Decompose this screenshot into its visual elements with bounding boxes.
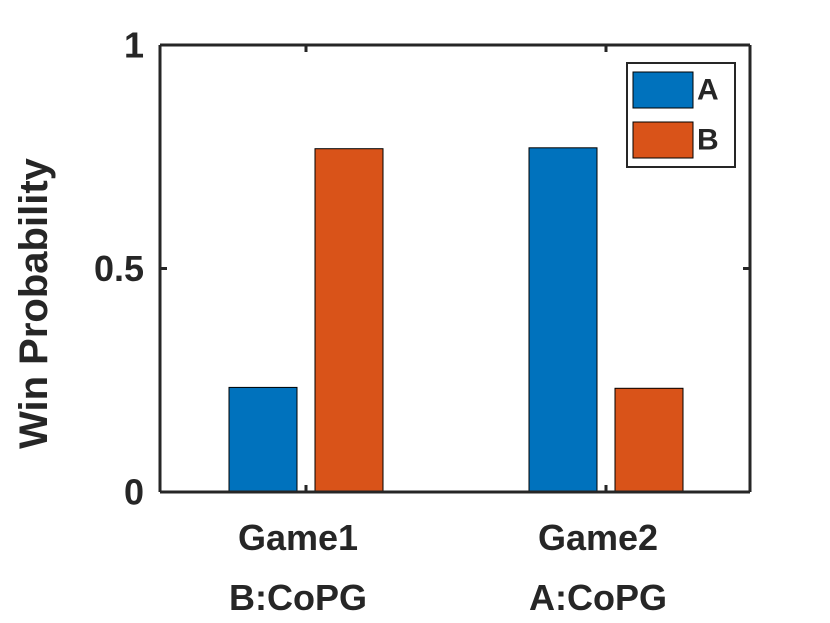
ticks-group bbox=[160, 43, 750, 494]
bar-b-game2 bbox=[614, 387, 684, 493]
x-category-label: Game2 bbox=[538, 517, 658, 558]
legend-label-a: A bbox=[697, 74, 719, 107]
y-axis-label: Win Probability bbox=[12, 157, 56, 449]
x-category-sublabel: A:CoPG bbox=[529, 577, 667, 618]
legend-label-b: B bbox=[697, 124, 719, 157]
y-tick-label: 0 bbox=[124, 472, 144, 513]
bar-b-game1 bbox=[314, 148, 384, 493]
bars-group bbox=[228, 147, 684, 493]
legend: AB bbox=[626, 62, 736, 168]
legend-swatch-a bbox=[632, 71, 694, 109]
x-category-label: Game1 bbox=[238, 517, 358, 558]
labels-group: 0 0.5 1 Game1 B:CoPG Game2 A:CoPG Win Probabili… bbox=[12, 25, 667, 619]
x-category-sublabel: B:CoPG bbox=[229, 577, 367, 618]
y-tick-label: 1 bbox=[124, 25, 144, 66]
bar-a-game2 bbox=[528, 147, 598, 493]
bar-a-game1 bbox=[228, 386, 298, 493]
y-tick-label: 0.5 bbox=[94, 248, 144, 289]
legend-swatch-b bbox=[632, 121, 694, 159]
